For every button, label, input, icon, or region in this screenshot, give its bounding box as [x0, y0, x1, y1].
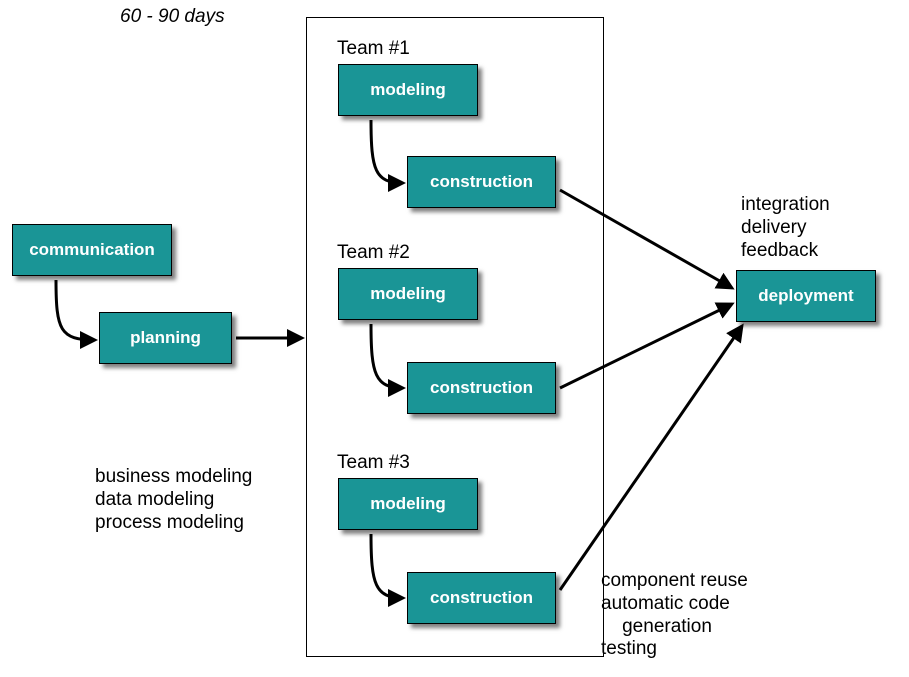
label-modeling-note: business modeling data modeling process …	[95, 466, 252, 534]
node-t1-modeling: modeling	[338, 64, 478, 116]
node-t2-construction: construction	[407, 362, 556, 414]
label-duration: 60 - 90 days	[120, 6, 225, 29]
node-label: construction	[430, 588, 533, 608]
label-deployment-note: integration delivery feedback	[741, 194, 830, 262]
diagram-canvas: communication planning modeling construc…	[0, 0, 909, 677]
edge-e_comm_plan	[56, 280, 95, 340]
node-planning: planning	[99, 312, 232, 364]
label-team2: Team #2	[337, 242, 410, 265]
label-construction-note: component reuse automatic code generatio…	[601, 570, 748, 661]
node-label: deployment	[758, 286, 853, 306]
node-communication: communication	[12, 224, 172, 276]
node-label: modeling	[370, 284, 446, 304]
label-team1: Team #1	[337, 38, 410, 61]
node-label: communication	[29, 240, 155, 260]
node-deployment: deployment	[736, 270, 876, 322]
node-t3-modeling: modeling	[338, 478, 478, 530]
node-label: construction	[430, 172, 533, 192]
node-t1-construction: construction	[407, 156, 556, 208]
node-label: planning	[130, 328, 201, 348]
label-team3: Team #3	[337, 452, 410, 475]
node-label: modeling	[370, 494, 446, 514]
node-t3-construction: construction	[407, 572, 556, 624]
node-label: modeling	[370, 80, 446, 100]
node-label: construction	[430, 378, 533, 398]
node-t2-modeling: modeling	[338, 268, 478, 320]
